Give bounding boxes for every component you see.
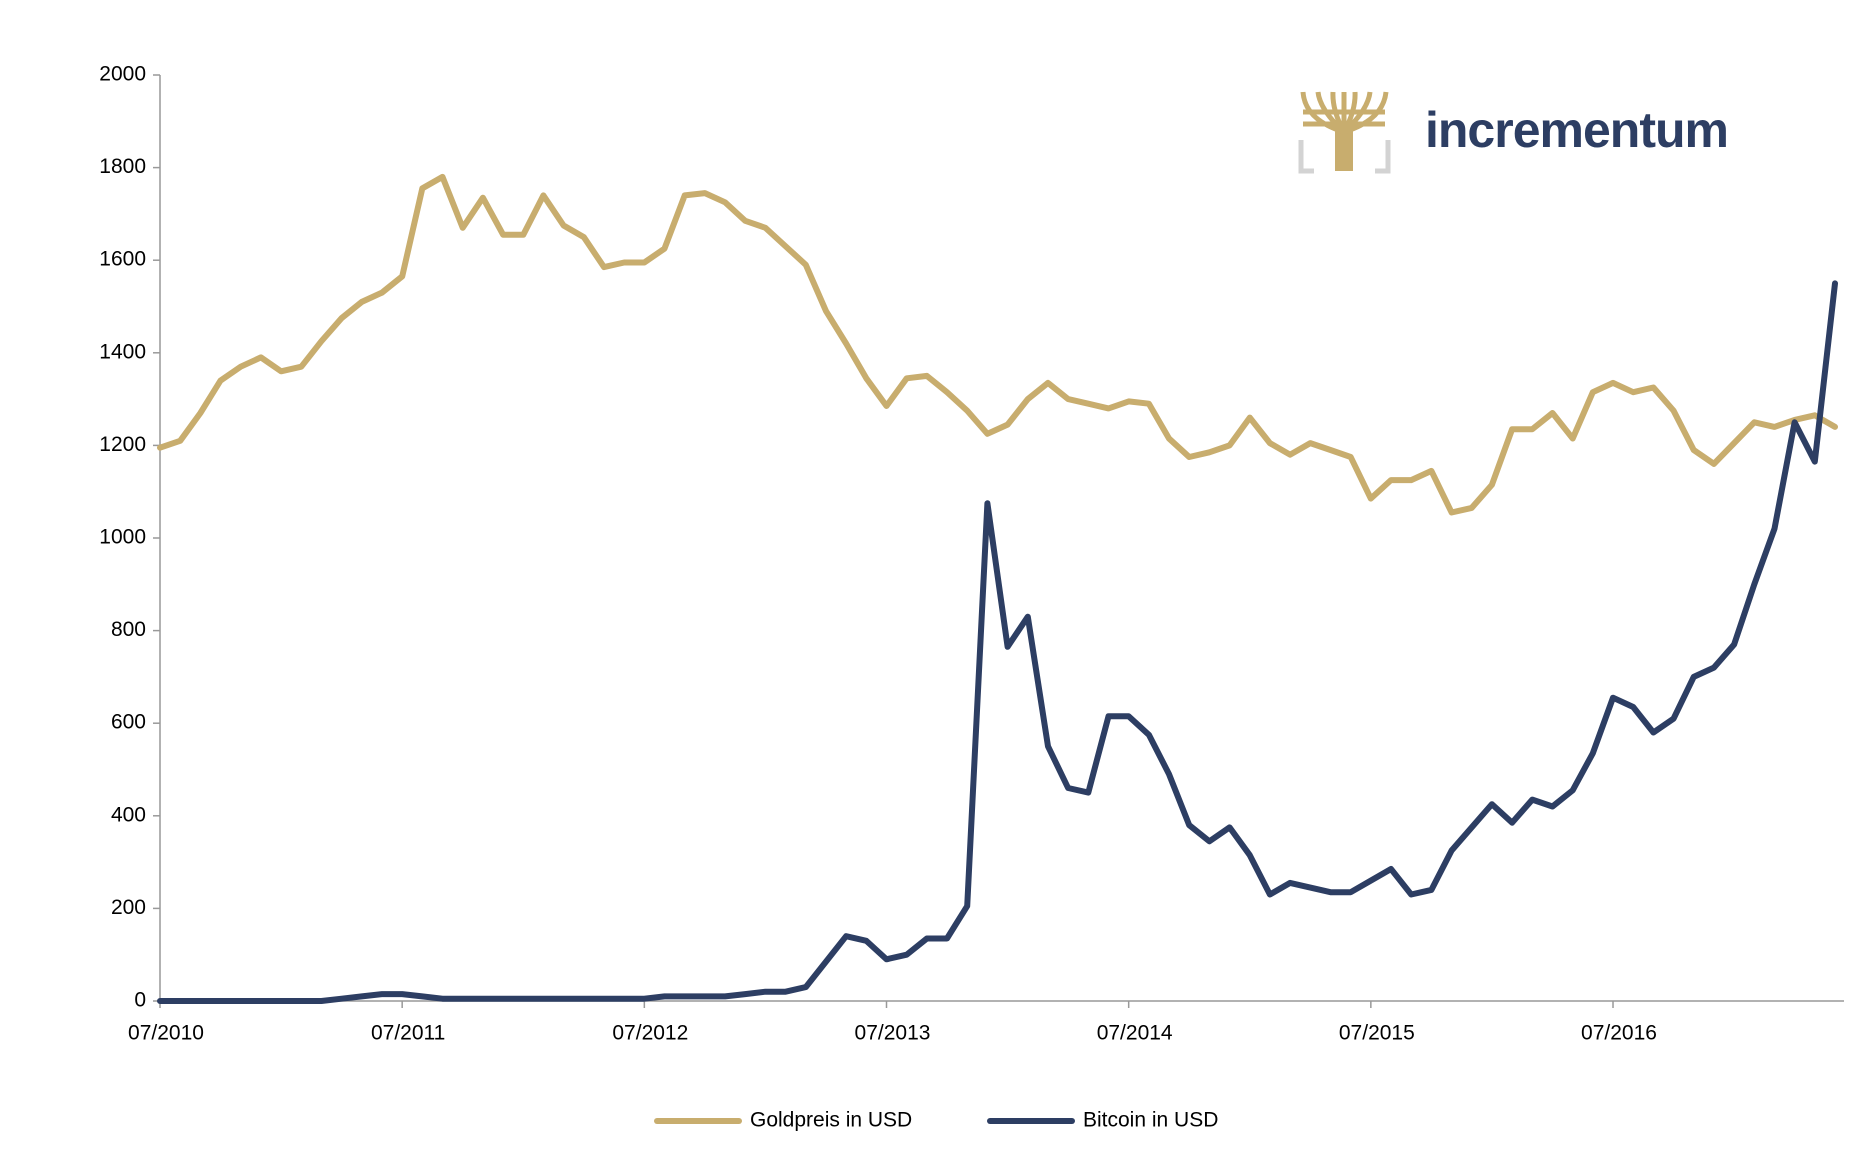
y-tick-label: 1200 <box>99 433 146 456</box>
x-tick-label: 07/2010 <box>128 1022 204 1045</box>
x-tick-label: 07/2013 <box>855 1022 931 1045</box>
legend-label: Goldpreis in USD <box>750 1109 912 1132</box>
y-tick-label: 800 <box>111 618 146 641</box>
x-tick-label: 07/2011 <box>371 1022 445 1045</box>
y-tick-label: 1800 <box>99 155 146 178</box>
y-tick-label: 1000 <box>99 526 146 549</box>
y-tick-label: 1600 <box>99 248 146 271</box>
data-line <box>157 173 1838 516</box>
data-line <box>157 280 1838 1004</box>
y-tick-label: 600 <box>111 711 146 734</box>
y-tick-label: 0 <box>134 989 146 1012</box>
brand-name: incrementum <box>1425 102 1728 158</box>
logo-icon <box>1298 91 1391 174</box>
x-tick-label: 07/2014 <box>1097 1022 1173 1045</box>
x-tick-label: 07/2012 <box>612 1022 688 1045</box>
y-tick-label: 1400 <box>99 340 146 363</box>
y-tick-label: 2000 <box>99 63 146 86</box>
x-tick-label: 07/2016 <box>1581 1022 1657 1045</box>
x-tick-label: 07/2015 <box>1339 1022 1415 1045</box>
y-tick-label: 200 <box>111 896 146 919</box>
legend-label: Bitcoin in USD <box>1083 1109 1218 1132</box>
y-tick-label: 400 <box>111 803 146 826</box>
